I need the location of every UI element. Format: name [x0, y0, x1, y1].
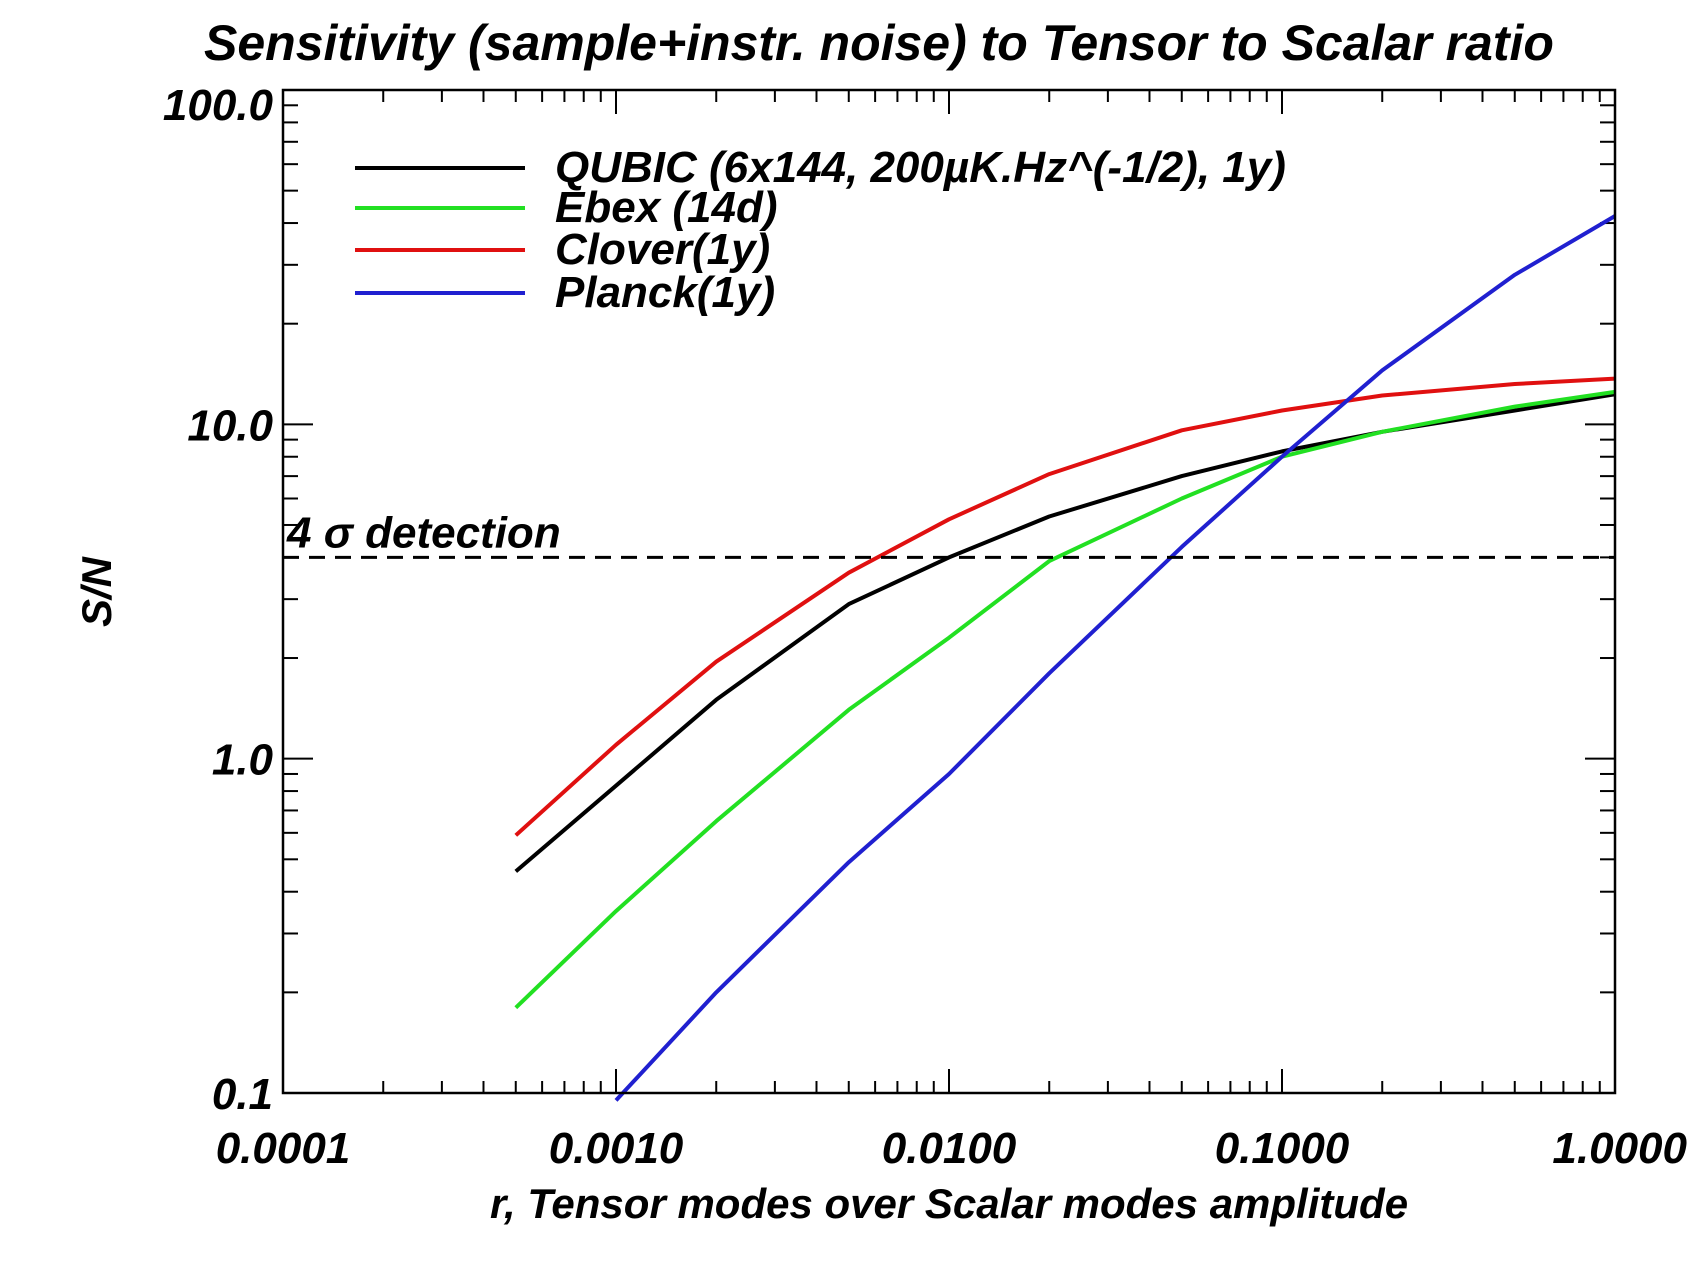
- axis-ticks: [282, 90, 1615, 1094]
- y-tick-label: 0.1: [212, 1070, 273, 1119]
- legend-label: QUBIC (6x144, 200µK.Hz^(-1/2), 1y): [555, 143, 1286, 192]
- legend: QUBIC (6x144, 200µK.Hz^(-1/2), 1y)Ebex (…: [355, 143, 1286, 317]
- x-tick-label: 0.1000: [1215, 1124, 1350, 1173]
- y-axis-label: S/N: [73, 555, 120, 627]
- y-tick-label: 1.0: [212, 736, 274, 785]
- series-line-ebex: [514, 389, 1616, 1010]
- y-tick-label: 100.0: [163, 81, 274, 130]
- legend-label: Ebex (14d): [555, 183, 778, 232]
- threshold-group: 4 σ detection: [283, 508, 1615, 559]
- series-line-planck: [614, 214, 1617, 1102]
- x-tick-label: 1.0000: [1552, 1124, 1687, 1173]
- tick-labels: 0.0001 0.0010 0.0100 0.1000 1.0000 0.1 1.0 10.0…: [163, 81, 1688, 1173]
- x-tick-label: 0.0010: [549, 1124, 684, 1173]
- x-tick-label: 0.0001: [216, 1124, 351, 1173]
- legend-label: Clover(1y): [555, 225, 770, 274]
- series-lines: [514, 214, 1617, 1102]
- y-tick-label: 10.0: [187, 401, 273, 450]
- chart-title: Sensitivity (sample+instr. noise) to Ten…: [204, 15, 1554, 71]
- threshold-label: 4 σ detection: [286, 508, 561, 557]
- x-axis-label: r, Tensor modes over Scalar modes amplit…: [490, 1180, 1408, 1227]
- legend-label: Planck(1y): [555, 268, 775, 317]
- plot-frame: [281, 88, 1617, 1095]
- series-line-clover: [514, 376, 1616, 837]
- x-tick-label: 0.0100: [882, 1124, 1017, 1173]
